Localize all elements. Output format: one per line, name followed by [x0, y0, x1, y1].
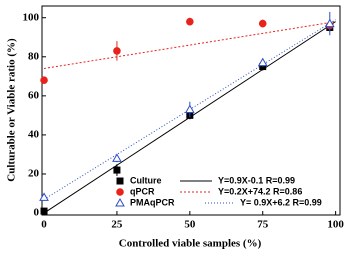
plot-frame	[41, 5, 341, 216]
legend-marker	[116, 177, 124, 185]
y-axis-label: Culturable or Viable ratio (%)	[6, 38, 18, 182]
legend-marker	[116, 188, 124, 196]
x-tick-label: 100	[327, 219, 344, 231]
marker	[39, 192, 49, 201]
marker	[186, 17, 194, 26]
x-tick-label: 25	[111, 219, 123, 231]
x-tick-label: 75	[257, 219, 269, 231]
y-tick-label: 100	[23, 11, 40, 23]
y-tick-label: 40	[28, 128, 40, 140]
marker	[184, 104, 195, 114]
marker	[40, 207, 48, 215]
legend-label: Culture	[130, 175, 162, 185]
marker	[40, 76, 48, 85]
marker	[258, 19, 267, 28]
y-tick-label: 80	[28, 50, 40, 62]
legend-label: qPCR	[130, 186, 155, 196]
marker	[113, 166, 121, 174]
marker	[257, 57, 268, 67]
x-tick-label: 50	[184, 219, 196, 231]
legend-label: PMAqPCR	[130, 197, 175, 207]
legend-marker	[115, 197, 125, 207]
x-tick-label: 0	[41, 219, 47, 231]
fit-line	[43, 21, 336, 69]
y-tick-label: 60	[28, 89, 40, 101]
y-tick-label: 0	[34, 207, 40, 219]
marker	[112, 153, 122, 162]
legend-fit-label: Y=0.2X+74.2 R=0.86	[218, 186, 302, 196]
legend-fit-label: Y=0.9X-0.1 R=0.99	[218, 175, 295, 185]
legend-fit-label: Y= 0.9X+6.2 R=0.99	[240, 197, 322, 207]
x-axis-label: Controlled viable samples (%)	[119, 238, 262, 250]
marker	[324, 18, 335, 28]
y-tick-label: 20	[28, 168, 40, 180]
marker	[113, 47, 121, 55]
